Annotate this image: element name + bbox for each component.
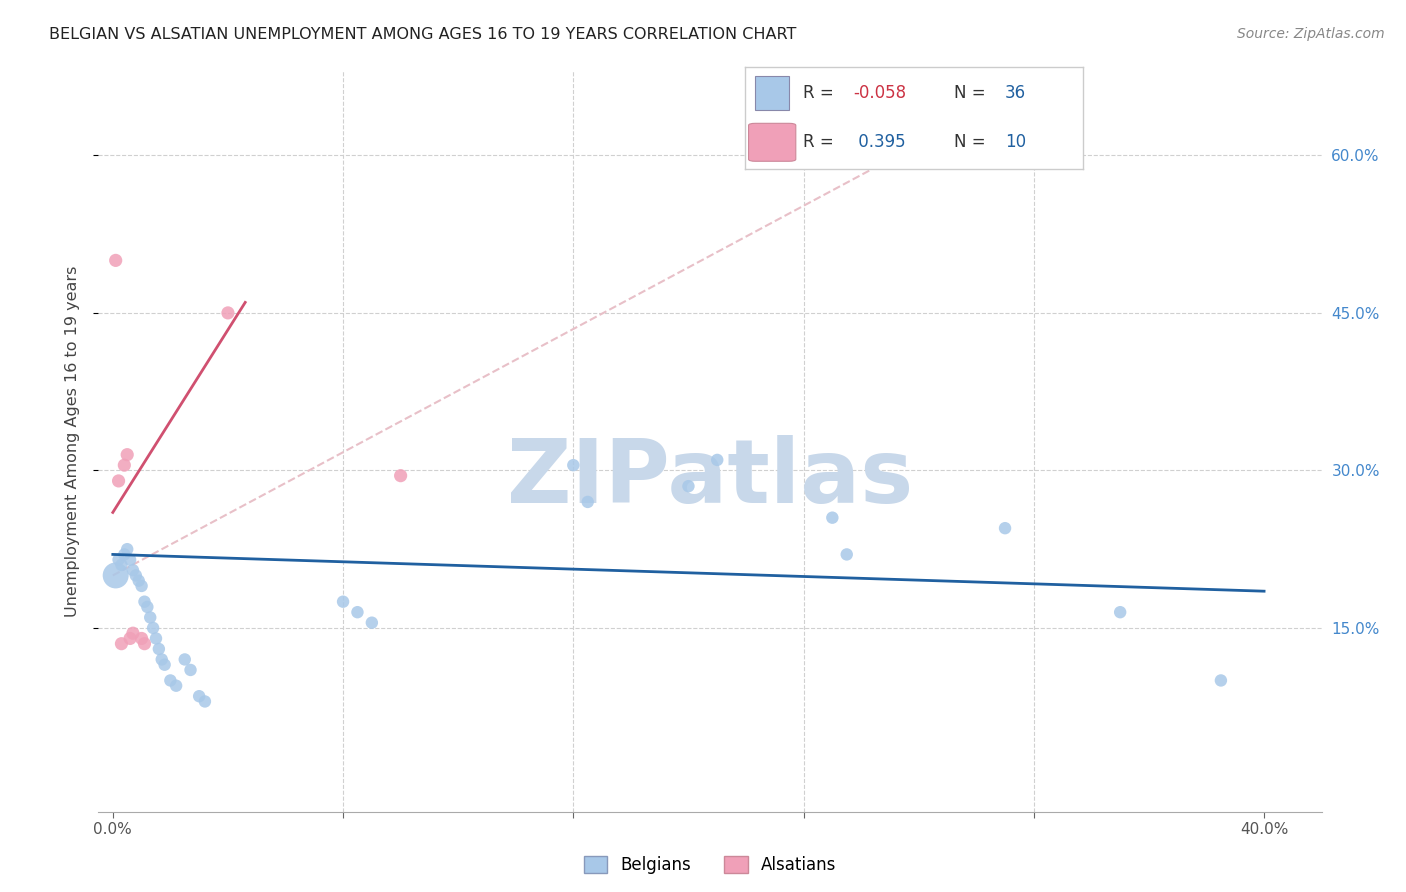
Text: BELGIAN VS ALSATIAN UNEMPLOYMENT AMONG AGES 16 TO 19 YEARS CORRELATION CHART: BELGIAN VS ALSATIAN UNEMPLOYMENT AMONG A… [49, 27, 797, 42]
Point [360, 615, 382, 630]
Point [112, 548, 135, 562]
Point [180, 663, 202, 677]
Point [150, 652, 173, 666]
Text: 10: 10 [1005, 133, 1026, 152]
FancyBboxPatch shape [748, 123, 796, 161]
Point [159, 673, 181, 688]
Point [821, 510, 844, 524]
Point [389, 468, 412, 483]
Point [145, 632, 167, 646]
Point [128, 574, 150, 588]
Point [110, 558, 132, 572]
Point [332, 595, 354, 609]
Y-axis label: Unemployment Among Ages 16 to 19 years: Unemployment Among Ages 16 to 19 years [65, 266, 80, 617]
Point [835, 548, 858, 562]
Text: Source: ZipAtlas.com: Source: ZipAtlas.com [1237, 27, 1385, 41]
Point [107, 474, 129, 488]
Point [134, 637, 156, 651]
Point [994, 521, 1017, 535]
Text: 0.395: 0.395 [853, 133, 905, 152]
Point [110, 637, 132, 651]
Point [148, 642, 170, 657]
Point [142, 621, 165, 635]
Point [576, 495, 599, 509]
Point [120, 632, 142, 646]
Point [125, 568, 148, 582]
Point [104, 568, 127, 582]
Point [678, 479, 700, 493]
Point [112, 458, 135, 472]
Text: N =: N = [955, 84, 991, 102]
Text: ZIPatlas: ZIPatlas [508, 435, 912, 522]
Point [139, 610, 162, 624]
Point [131, 632, 153, 646]
Point [131, 579, 153, 593]
Text: N =: N = [955, 133, 991, 152]
Point [346, 605, 368, 619]
Point [165, 679, 187, 693]
Point [136, 599, 159, 614]
Point [1209, 673, 1232, 688]
Point [122, 563, 145, 577]
Point [173, 652, 195, 666]
Point [194, 694, 217, 708]
FancyBboxPatch shape [755, 76, 789, 110]
Point [706, 453, 728, 467]
Point [120, 552, 142, 566]
Point [562, 458, 585, 472]
Point [104, 253, 127, 268]
Text: R =: R = [803, 84, 838, 102]
Point [115, 448, 138, 462]
Text: R =: R = [803, 133, 838, 152]
Point [134, 595, 156, 609]
Point [153, 657, 176, 672]
Point [217, 306, 239, 320]
Point [115, 542, 138, 557]
Point [107, 552, 129, 566]
Point [188, 689, 211, 703]
Point [1109, 605, 1132, 619]
Legend: Belgians, Alsatians: Belgians, Alsatians [576, 849, 844, 881]
Point [122, 626, 145, 640]
Text: -0.058: -0.058 [853, 84, 907, 102]
Text: 36: 36 [1005, 84, 1026, 102]
